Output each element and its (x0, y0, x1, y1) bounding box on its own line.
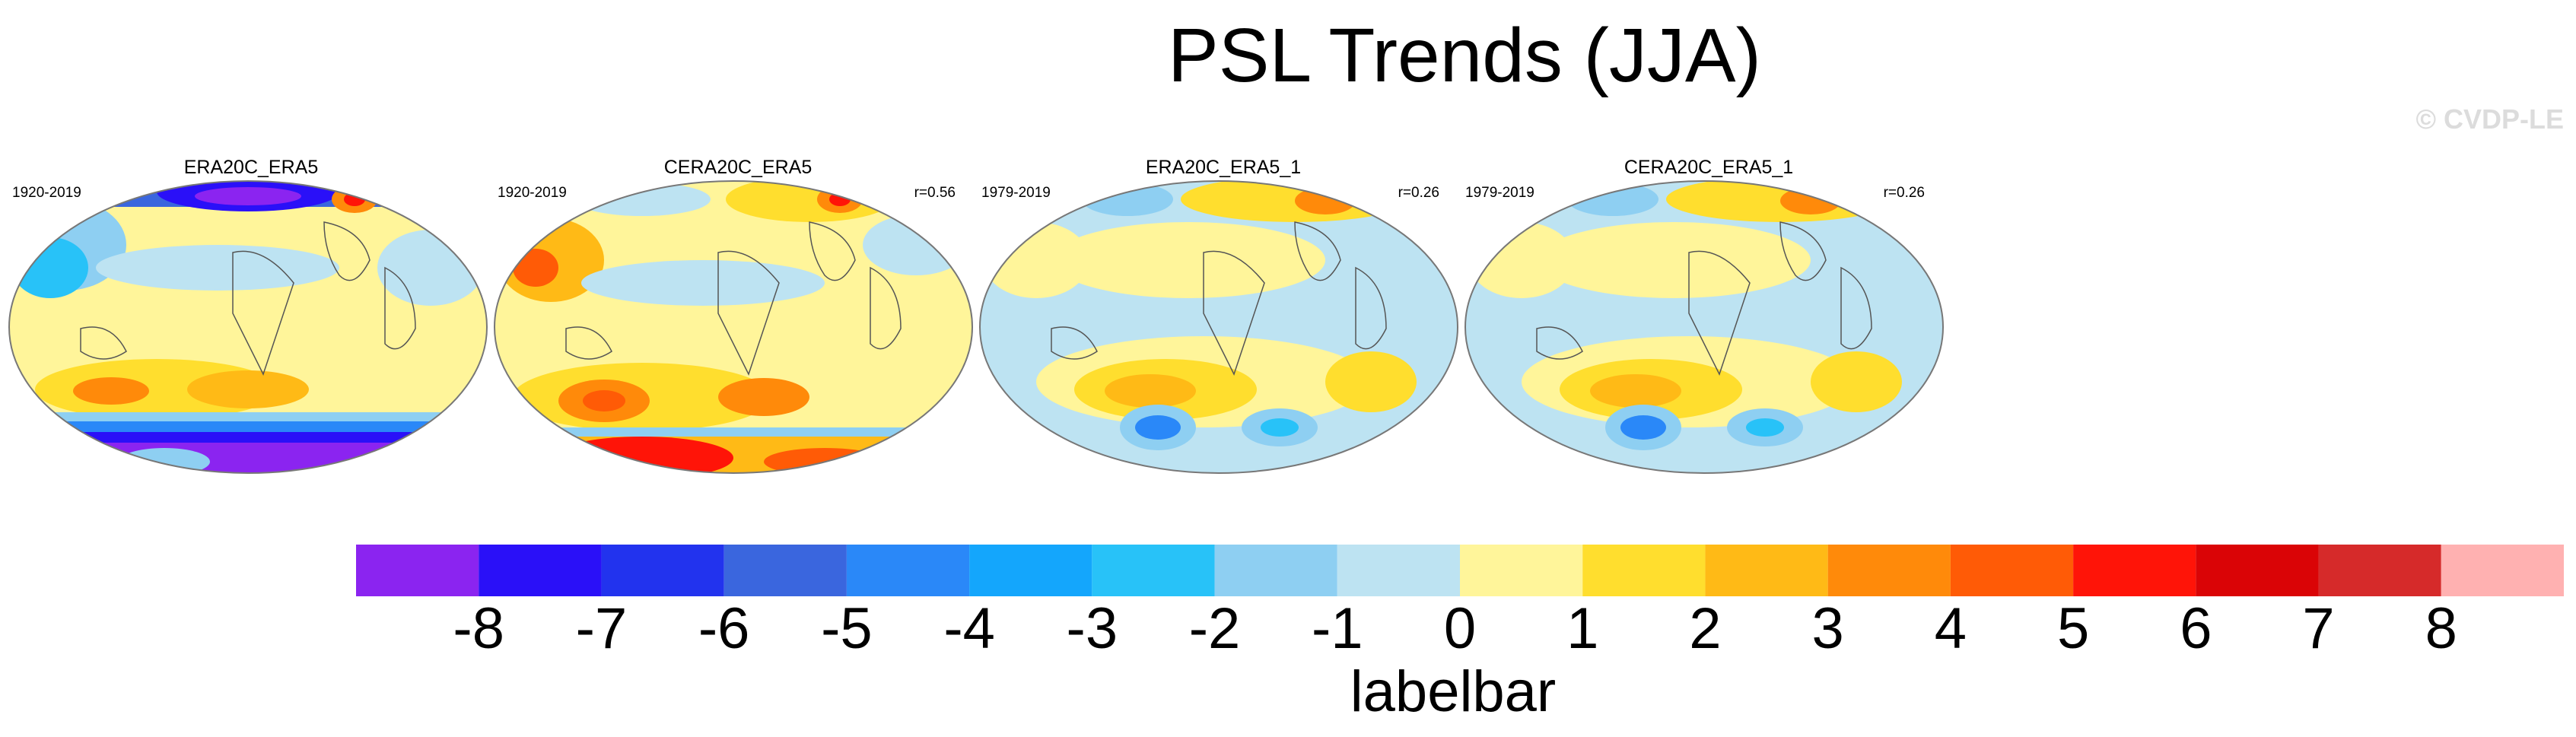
labelbar-box (1827, 545, 1951, 596)
panel-4-corr: r=0.26 (1883, 185, 1925, 201)
labelbar-box (1582, 545, 1706, 596)
panel-2-corr: r=0.56 (914, 185, 956, 201)
labelbar-tick-label: 2 (1689, 596, 1722, 661)
labelbar-tick-label: 5 (2056, 596, 2090, 661)
labelbar-tick-label: 7 (2302, 596, 2335, 661)
labelbar-tick-label: -1 (1311, 596, 1363, 661)
panel-1-title: ERA20C_ERA5 (183, 157, 319, 178)
labelbar-box (1337, 545, 1460, 596)
labelbar-tick-label: 3 (1811, 596, 1844, 661)
labelbar-boxes (356, 545, 2564, 596)
labelbar-tick-label: 0 (1443, 596, 1477, 661)
labelbar-tick-label: -5 (821, 596, 873, 661)
labelbar-tick-label: -4 (943, 596, 995, 661)
panel-2-map (494, 180, 973, 474)
panel-2-title: CERA20C_ERA5 (663, 157, 813, 178)
labelbar-box (846, 545, 970, 596)
labelbar-box (479, 545, 602, 596)
labelbar-tick-label: 4 (1934, 596, 1967, 661)
labelbar-title: labelbar (1350, 659, 1557, 724)
labelbar-box (601, 545, 724, 596)
panel-3-title: ERA20C_ERA5_1 (1145, 157, 1302, 178)
labelbar-tick-label: 1 (1566, 596, 1599, 661)
labelbar-box (1214, 545, 1337, 596)
labelbar-tick-label: -2 (1188, 596, 1241, 661)
labelbar-box (356, 545, 479, 596)
credit-watermark: © CVDP-LE (2415, 103, 2564, 135)
labelbar-box (2196, 545, 2319, 596)
panel-1-period: 1920-2019 (12, 185, 81, 201)
panel-2-period: 1920-2019 (498, 185, 567, 201)
panel-4-map (1465, 180, 1944, 474)
labelbar-box (2073, 545, 2196, 596)
labelbar-tick-label: 8 (2425, 596, 2457, 661)
labelbar-box (1460, 545, 1583, 596)
labelbar-box (1092, 545, 1215, 596)
labelbar-tick-label: 6 (2180, 596, 2212, 661)
panel-3-corr: r=0.26 (1398, 185, 1439, 201)
labelbar-box (2441, 545, 2564, 596)
panel-3-map (979, 180, 1458, 474)
labelbar-tick-label: -7 (575, 596, 628, 661)
labelbar-box (2318, 545, 2441, 596)
figure-title: PSL Trends (JJA) (1168, 13, 1761, 98)
labelbar-box (1950, 545, 2074, 596)
labelbar-tick-label: -6 (698, 596, 750, 661)
panel-4-period: 1979-2019 (1465, 185, 1534, 201)
labelbar-box (1705, 545, 1828, 596)
panel-4-title: CERA20C_ERA5_1 (1624, 157, 1794, 178)
labelbar-box (724, 545, 847, 596)
labelbar-tick-label: -8 (453, 596, 504, 661)
labelbar-tick-label: -3 (1066, 596, 1118, 661)
panel-3-period: 1979-2019 (981, 185, 1051, 201)
panel-1-map (8, 180, 488, 474)
labelbar-box (969, 545, 1092, 596)
